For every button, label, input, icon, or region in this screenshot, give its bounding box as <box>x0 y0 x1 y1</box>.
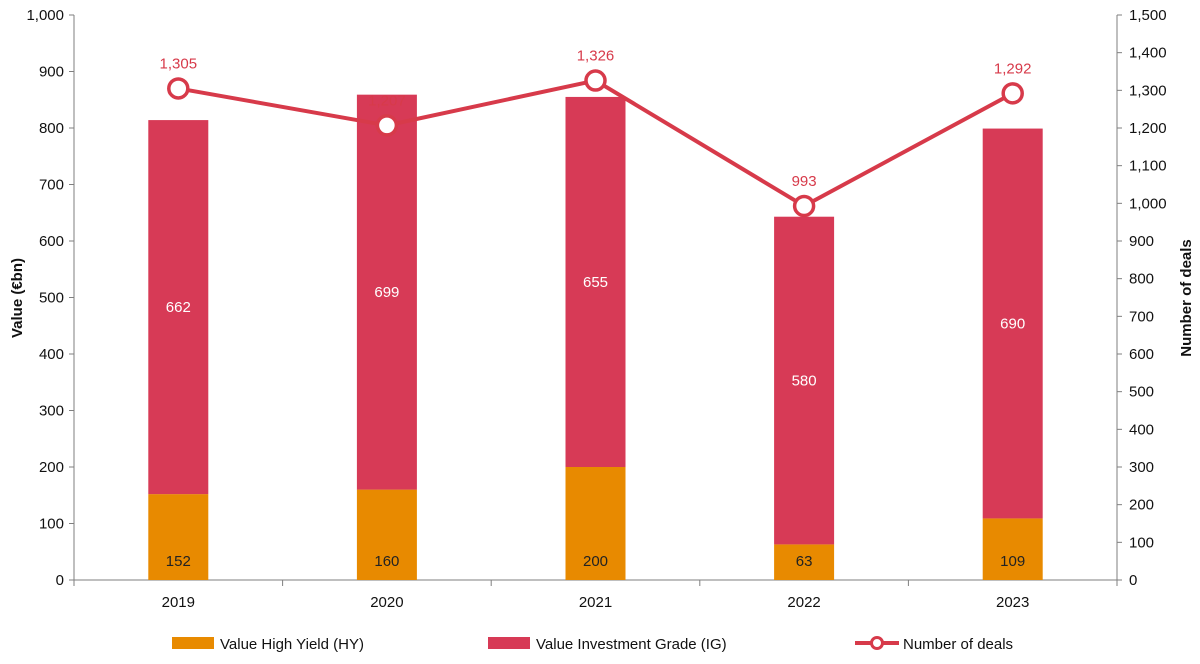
y2-axis-title: Number of deals <box>1178 239 1195 357</box>
data-label-deals: 993 <box>792 173 817 190</box>
y-tick-label: 300 <box>39 403 64 420</box>
legend-label-hy: Value High Yield (HY) <box>220 636 364 653</box>
y-tick-label: 200 <box>39 459 64 476</box>
y-tick-label: 800 <box>39 120 64 137</box>
axes: 0 100 200 300 400 500 600 700 800 900 1,000 0 100 200… <box>26 7 1166 611</box>
y2-tick-label: 800 <box>1129 271 1154 288</box>
y2-tick-label: 1,200 <box>1129 120 1167 137</box>
y-tick-label: 0 <box>56 572 64 589</box>
data-label-deals: 1,207 <box>368 92 406 109</box>
data-labels: 152 662 160 699 200 655 63 580 109 690 1,305 1,207 1… <box>160 48 1032 570</box>
y2-tick-label: 1,100 <box>1129 158 1167 175</box>
data-label-hy: 200 <box>583 553 608 570</box>
bars <box>148 94 1043 580</box>
legend-swatch-ig <box>488 637 530 649</box>
y2-tick-label: 1,400 <box>1129 45 1167 62</box>
y-tick-label: 400 <box>39 346 64 363</box>
x-tick-label: 2023 <box>996 594 1029 611</box>
y-axis-title: Value (€bn) <box>9 258 26 338</box>
data-label-ig: 580 <box>792 373 817 390</box>
y-tick-label: 1,000 <box>26 7 64 24</box>
deals-line <box>167 69 1024 218</box>
bar-hy <box>356 489 417 580</box>
bar-hy <box>982 518 1043 580</box>
y-tick-label: 100 <box>39 516 64 533</box>
y-tick-label: 900 <box>39 64 64 81</box>
bar-ig <box>356 94 417 490</box>
deals-point <box>584 69 607 92</box>
x-tick-label: 2021 <box>579 594 612 611</box>
x-tick-label: 2022 <box>787 594 820 611</box>
y-tick-label: 700 <box>39 177 64 194</box>
bar-ig <box>565 96 626 468</box>
x-tick-label: 2019 <box>162 594 195 611</box>
y2-tick-label: 300 <box>1129 459 1154 476</box>
y2-tick-label: 900 <box>1129 233 1154 250</box>
y2-tick-label: 700 <box>1129 308 1154 325</box>
bar-ig <box>982 128 1043 519</box>
y2-tick-label: 1,300 <box>1129 82 1167 99</box>
y-tick-label: 500 <box>39 290 64 307</box>
data-label-hy: 109 <box>1000 553 1025 570</box>
bar-hy <box>148 494 209 580</box>
y2-tick-label: 1,000 <box>1129 195 1167 212</box>
bar-ig <box>148 120 209 495</box>
data-label-ig: 662 <box>166 299 191 316</box>
legend-label-ig: Value Investment Grade (IG) <box>536 636 727 653</box>
y2-tick-label: 400 <box>1129 421 1154 438</box>
legend: Value High Yield (HY) Value Investment G… <box>172 636 1013 653</box>
data-label-hy: 63 <box>796 553 813 570</box>
data-label-ig: 699 <box>374 284 399 301</box>
deals-point <box>792 194 816 218</box>
deals-point <box>375 114 399 137</box>
data-label-ig: 690 <box>1000 315 1025 332</box>
legend-swatch-hy <box>172 637 214 649</box>
data-label-deals: 1,292 <box>994 60 1032 77</box>
data-label-hy: 152 <box>166 553 191 570</box>
bar-hy <box>565 467 626 580</box>
y2-tick-label: 600 <box>1129 346 1154 363</box>
bar-hy <box>774 544 835 580</box>
y2-tick-label: 500 <box>1129 384 1154 401</box>
legend-marker-deals <box>870 636 884 650</box>
data-label-hy: 160 <box>374 553 399 570</box>
data-label-deals: 1,326 <box>577 48 615 65</box>
y-tick-label: 600 <box>39 233 64 250</box>
y2-tick-label: 100 <box>1129 534 1154 551</box>
legend-label-deals: Number of deals <box>903 636 1013 653</box>
deals-point <box>167 77 190 100</box>
bar-ig <box>774 216 835 545</box>
y2-tick-label: 0 <box>1129 572 1137 589</box>
x-tick-label: 2020 <box>370 594 403 611</box>
y2-tick-label: 200 <box>1129 497 1154 514</box>
data-label-deals: 1,305 <box>160 55 198 72</box>
data-label-ig: 655 <box>583 274 608 291</box>
deals-point <box>1001 82 1024 105</box>
y2-tick-label: 1,500 <box>1129 7 1167 24</box>
